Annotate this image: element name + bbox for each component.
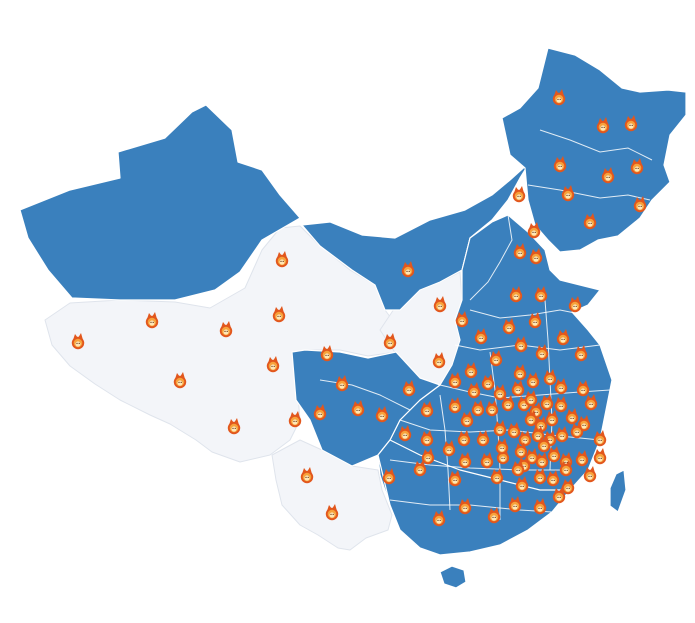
taiwan-island[interactable]: [609, 469, 627, 513]
tibet-qinghai-plateau-region[interactable]: [44, 225, 401, 463]
hainan-island[interactable]: [439, 565, 467, 589]
northwest-region[interactable]: [19, 104, 301, 301]
north-region[interactable]: [301, 161, 531, 311]
